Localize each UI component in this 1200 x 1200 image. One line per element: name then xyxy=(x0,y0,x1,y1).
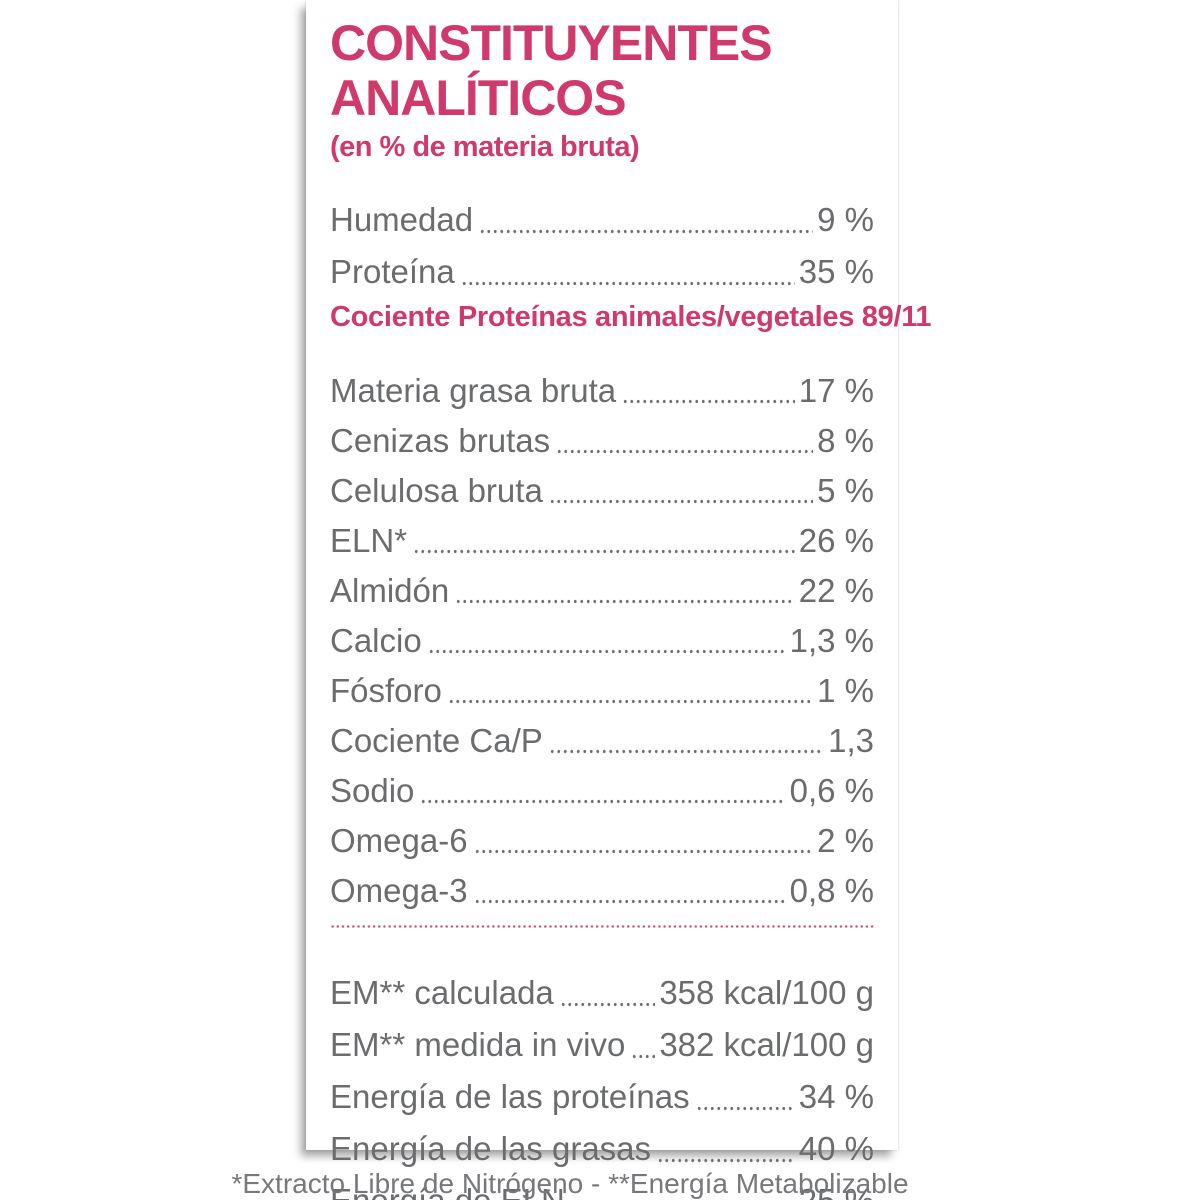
row-label: Energía de las grasas xyxy=(330,1130,652,1167)
row-label: Cenizas brutas xyxy=(330,422,551,459)
nutrient-row: Almidón 22 % xyxy=(330,566,874,616)
protein-ratio-note: Cociente Proteínas animales/vegetales 89… xyxy=(330,301,932,333)
panel-subtitle: (en % de materia bruta) xyxy=(330,131,640,163)
row-label: EM** calculada xyxy=(330,974,554,1011)
nutrient-rows-top: Humedad 9 % Proteína 35 % xyxy=(330,194,874,298)
nutrient-row: Humedad 9 % xyxy=(330,194,874,246)
row-label: Energía de ELN xyxy=(330,1175,565,1200)
row-value: 382 kcal/100 g xyxy=(659,1026,874,1063)
energy-rows: EM** calculada 358 kcal/100 g EM** medid… xyxy=(330,967,874,1200)
leader-dots xyxy=(695,1071,795,1123)
row-label: EM** medida in vivo xyxy=(330,1026,626,1063)
nutrient-row: Energía de ELN 25 % xyxy=(330,1175,874,1200)
row-value: 22 % xyxy=(798,572,874,609)
leader-dots xyxy=(548,716,825,766)
analytical-constituents-panel: CONSTITUYENTES ANALÍTICOS (en % de mater… xyxy=(306,0,932,1200)
nutrient-row: Omega-6 2 % xyxy=(330,816,874,866)
row-label: Sodio xyxy=(330,772,415,809)
nutrient-row: Celulosa bruta 5 % xyxy=(330,466,874,516)
nutrient-row: EM** calculada 358 kcal/100 g xyxy=(330,967,874,1019)
footnote: *Extracto Libre de Nitrógeno - **Energía… xyxy=(231,1168,909,1199)
row-label: Proteína xyxy=(330,253,455,290)
section-divider-dotted xyxy=(330,917,874,937)
row-value: 35 % xyxy=(798,253,874,290)
row-label: Calcio xyxy=(330,622,422,659)
leader-dots xyxy=(447,666,814,716)
row-label: Humedad xyxy=(330,201,474,238)
leader-dots xyxy=(657,1123,795,1175)
nutrient-row: Materia grasa bruta 17 % xyxy=(330,366,874,416)
nutrient-row: Fósforo 1 % xyxy=(330,666,874,716)
nutrient-row: Energía de las proteínas 34 % xyxy=(330,1071,874,1123)
row-value: 0,8 % xyxy=(789,872,874,909)
row-value: 17 % xyxy=(798,372,874,409)
nutrient-row: Calcio 1,3 % xyxy=(330,616,874,666)
row-label: Energía de las proteínas xyxy=(330,1078,690,1115)
nutrient-row: Omega-3 0,8 % xyxy=(330,866,874,916)
nutrient-row: Sodio 0,6 % xyxy=(330,766,874,816)
nutrient-row: Cociente Ca/P 1,3 xyxy=(330,716,874,766)
row-value: 1 % xyxy=(817,672,874,709)
nutrient-row: ELN* 26 % xyxy=(330,516,874,566)
row-label: Celulosa bruta xyxy=(330,472,543,509)
leader-dots xyxy=(559,967,656,1019)
row-label: Materia grasa bruta xyxy=(330,372,617,409)
row-value: 9 % xyxy=(817,201,874,238)
nutrient-row: Energía de las grasas 40 % xyxy=(330,1123,874,1175)
row-label: Cociente Ca/P xyxy=(330,722,543,759)
nutrient-row: EM** medida in vivo 382 kcal/100 g xyxy=(330,1019,874,1071)
row-value: 0,6 % xyxy=(789,772,874,809)
row-value: 1,3 xyxy=(828,722,874,759)
row-value: 5 % xyxy=(817,472,874,509)
leader-dots xyxy=(427,616,786,666)
row-value: 34 % xyxy=(798,1078,874,1115)
row-value: 358 kcal/100 g xyxy=(659,974,874,1011)
panel-title: CONSTITUYENTES ANALÍTICOS xyxy=(330,16,874,126)
row-value: 1,3 % xyxy=(789,622,874,659)
leader-dots xyxy=(473,866,786,916)
panel-title-line1: CONSTITUYENTES xyxy=(330,15,773,71)
row-value: 8 % xyxy=(817,422,874,459)
leader-dots xyxy=(455,566,795,616)
leader-dots xyxy=(413,516,795,566)
leader-dots xyxy=(556,416,814,466)
row-value: 40 % xyxy=(798,1130,874,1167)
row-label: Almidón xyxy=(330,572,450,609)
leader-dots xyxy=(479,194,814,246)
row-label: ELN* xyxy=(330,522,408,559)
panel-title-line2: ANALÍTICOS xyxy=(330,70,627,126)
nutrient-row: Cenizas brutas 8 % xyxy=(330,416,874,466)
row-value: 25 % xyxy=(799,1175,874,1200)
leader-dots xyxy=(460,246,795,298)
leader-dots xyxy=(631,1019,656,1071)
leader-dots xyxy=(570,1175,795,1200)
nutrient-row: Proteína 35 % xyxy=(330,246,874,298)
row-value: 2 % xyxy=(817,822,874,859)
leader-dots xyxy=(473,816,814,866)
row-value: 26 % xyxy=(798,522,874,559)
leader-dots xyxy=(548,466,814,516)
row-label: Fósforo xyxy=(330,672,442,709)
row-label: Omega-3 xyxy=(330,872,468,909)
nutrient-rows-main: Materia grasa bruta 17 % Cenizas brutas … xyxy=(330,366,874,916)
leader-dots xyxy=(420,766,786,816)
row-label: Omega-6 xyxy=(330,822,468,859)
leader-dots xyxy=(622,366,795,416)
